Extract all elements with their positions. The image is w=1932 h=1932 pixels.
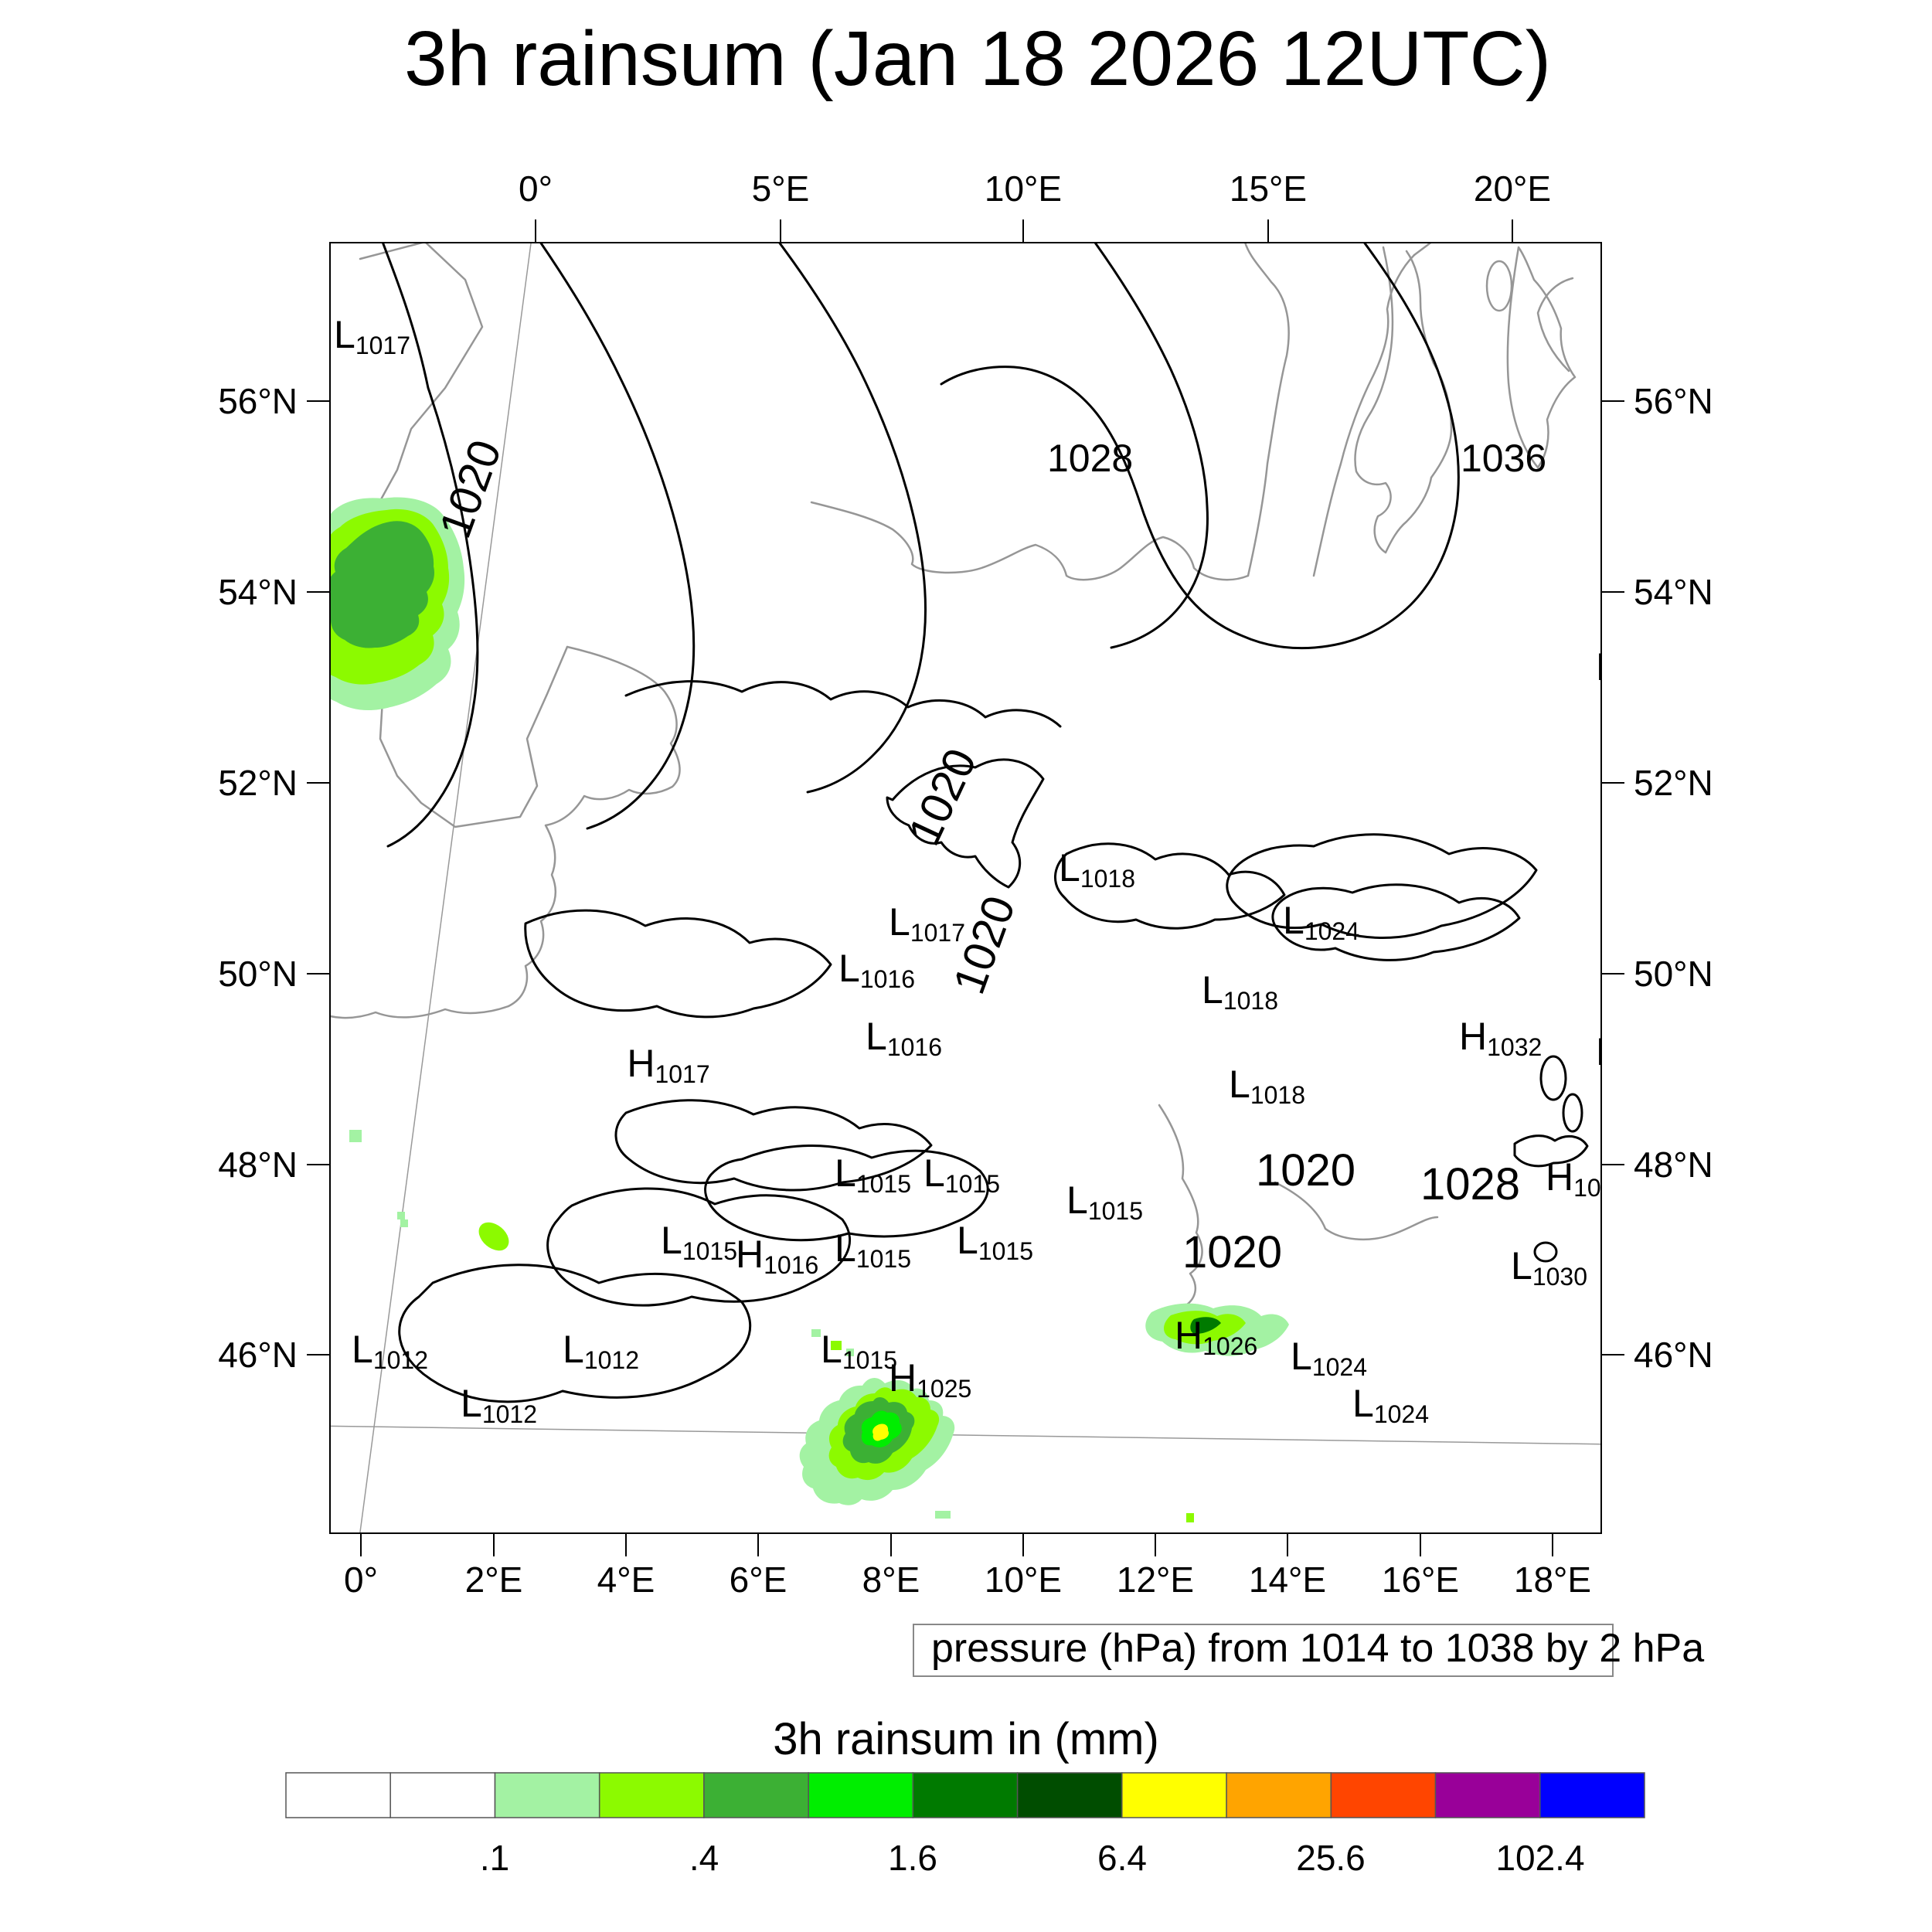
svg-text:.4: .4 xyxy=(689,1838,719,1878)
svg-text:5°E: 5°E xyxy=(752,168,810,209)
svg-text:46°N: 46°N xyxy=(1634,1335,1713,1375)
svg-text:50°N: 50°N xyxy=(1634,954,1713,994)
svg-text:.1: .1 xyxy=(480,1838,509,1878)
svg-text:50°N: 50°N xyxy=(218,954,298,994)
svg-text:2°E: 2°E xyxy=(465,1560,523,1600)
svg-text:L1018: L1018 xyxy=(1059,846,1135,893)
svg-text:46°N: 46°N xyxy=(218,1335,298,1375)
svg-text:L1018: L1018 xyxy=(1202,968,1278,1015)
svg-text:1020: 1020 xyxy=(1182,1227,1282,1277)
svg-text:4°E: 4°E xyxy=(597,1560,655,1600)
svg-text:102.4: 102.4 xyxy=(1495,1838,1584,1878)
svg-text:1020: 1020 xyxy=(1256,1145,1355,1196)
svg-text:1036: 1036 xyxy=(1461,437,1546,480)
svg-text:10°E: 10°E xyxy=(985,1560,1062,1600)
svg-text:1020: 1020 xyxy=(899,741,986,852)
svg-text:3h rainsum in (mm): 3h rainsum in (mm) xyxy=(773,1714,1159,1764)
svg-text:52°N: 52°N xyxy=(218,763,298,803)
svg-text:48°N: 48°N xyxy=(1634,1145,1713,1185)
svg-text:L1018: L1018 xyxy=(1229,1063,1305,1109)
svg-text:10°E: 10°E xyxy=(985,168,1062,209)
svg-text:15°E: 15°E xyxy=(1230,168,1307,209)
svg-text:6°E: 6°E xyxy=(730,1560,787,1600)
svg-text:6.4: 6.4 xyxy=(1097,1838,1147,1878)
svg-text:L1012: L1012 xyxy=(563,1328,639,1374)
svg-text:L1012: L1012 xyxy=(461,1382,537,1428)
svg-text:L1012: L1012 xyxy=(352,1328,428,1374)
svg-text:L1015: L1015 xyxy=(1066,1179,1143,1225)
svg-text:pressure (hPa) from 1014 to 10: pressure (hPa) from 1014 to 1038 by 2 hP… xyxy=(931,1626,1704,1671)
svg-text:L1024: L1024 xyxy=(1291,1335,1367,1381)
svg-text:L1015: L1015 xyxy=(923,1151,1000,1198)
svg-text:L103: L103 xyxy=(1596,645,1658,692)
svg-text:1028: 1028 xyxy=(1420,1159,1520,1209)
svg-text:16°E: 16°E xyxy=(1382,1560,1459,1600)
svg-text:12°E: 12°E xyxy=(1117,1560,1194,1600)
svg-text:H1032: H1032 xyxy=(1459,1015,1542,1061)
svg-text:25.6: 25.6 xyxy=(1296,1838,1366,1878)
svg-text:L1030: L1030 xyxy=(1511,1244,1587,1291)
svg-text:3h rainsum (Jan 18 2026 12UTC): 3h rainsum (Jan 18 2026 12UTC) xyxy=(404,15,1551,102)
svg-text:14°E: 14°E xyxy=(1249,1560,1326,1600)
svg-text:L1015: L1015 xyxy=(957,1219,1033,1265)
svg-text:L10: L10 xyxy=(1596,1030,1645,1077)
svg-text:54°N: 54°N xyxy=(1634,572,1713,612)
svg-text:18°E: 18°E xyxy=(1514,1560,1591,1600)
svg-text:L1015: L1015 xyxy=(821,1328,897,1374)
svg-text:0°: 0° xyxy=(519,168,553,209)
svg-text:54°N: 54°N xyxy=(218,572,298,612)
svg-text:L1024: L1024 xyxy=(1283,899,1359,945)
svg-text:H1033: H1033 xyxy=(1546,1155,1628,1202)
svg-text:L1017: L1017 xyxy=(334,313,410,359)
svg-text:H1017: H1017 xyxy=(627,1042,709,1088)
svg-text:0°: 0° xyxy=(344,1560,378,1600)
svg-text:52°N: 52°N xyxy=(1634,763,1713,803)
svg-text:56°N: 56°N xyxy=(218,381,298,421)
svg-text:H1025: H1025 xyxy=(889,1356,971,1403)
svg-text:L1015: L1015 xyxy=(835,1226,911,1273)
svg-text:20°E: 20°E xyxy=(1474,168,1551,209)
svg-text:1.6: 1.6 xyxy=(888,1838,937,1878)
svg-text:L1017: L1017 xyxy=(889,900,965,947)
svg-text:L1016: L1016 xyxy=(838,947,915,993)
svg-text:48°N: 48°N xyxy=(218,1145,298,1185)
svg-text:L1024: L1024 xyxy=(1352,1382,1429,1428)
svg-text:L1015: L1015 xyxy=(661,1219,737,1265)
svg-text:L1016: L1016 xyxy=(866,1015,942,1061)
svg-text:1028: 1028 xyxy=(1047,437,1133,480)
svg-text:8°E: 8°E xyxy=(862,1560,920,1600)
svg-text:56°N: 56°N xyxy=(1634,381,1713,421)
